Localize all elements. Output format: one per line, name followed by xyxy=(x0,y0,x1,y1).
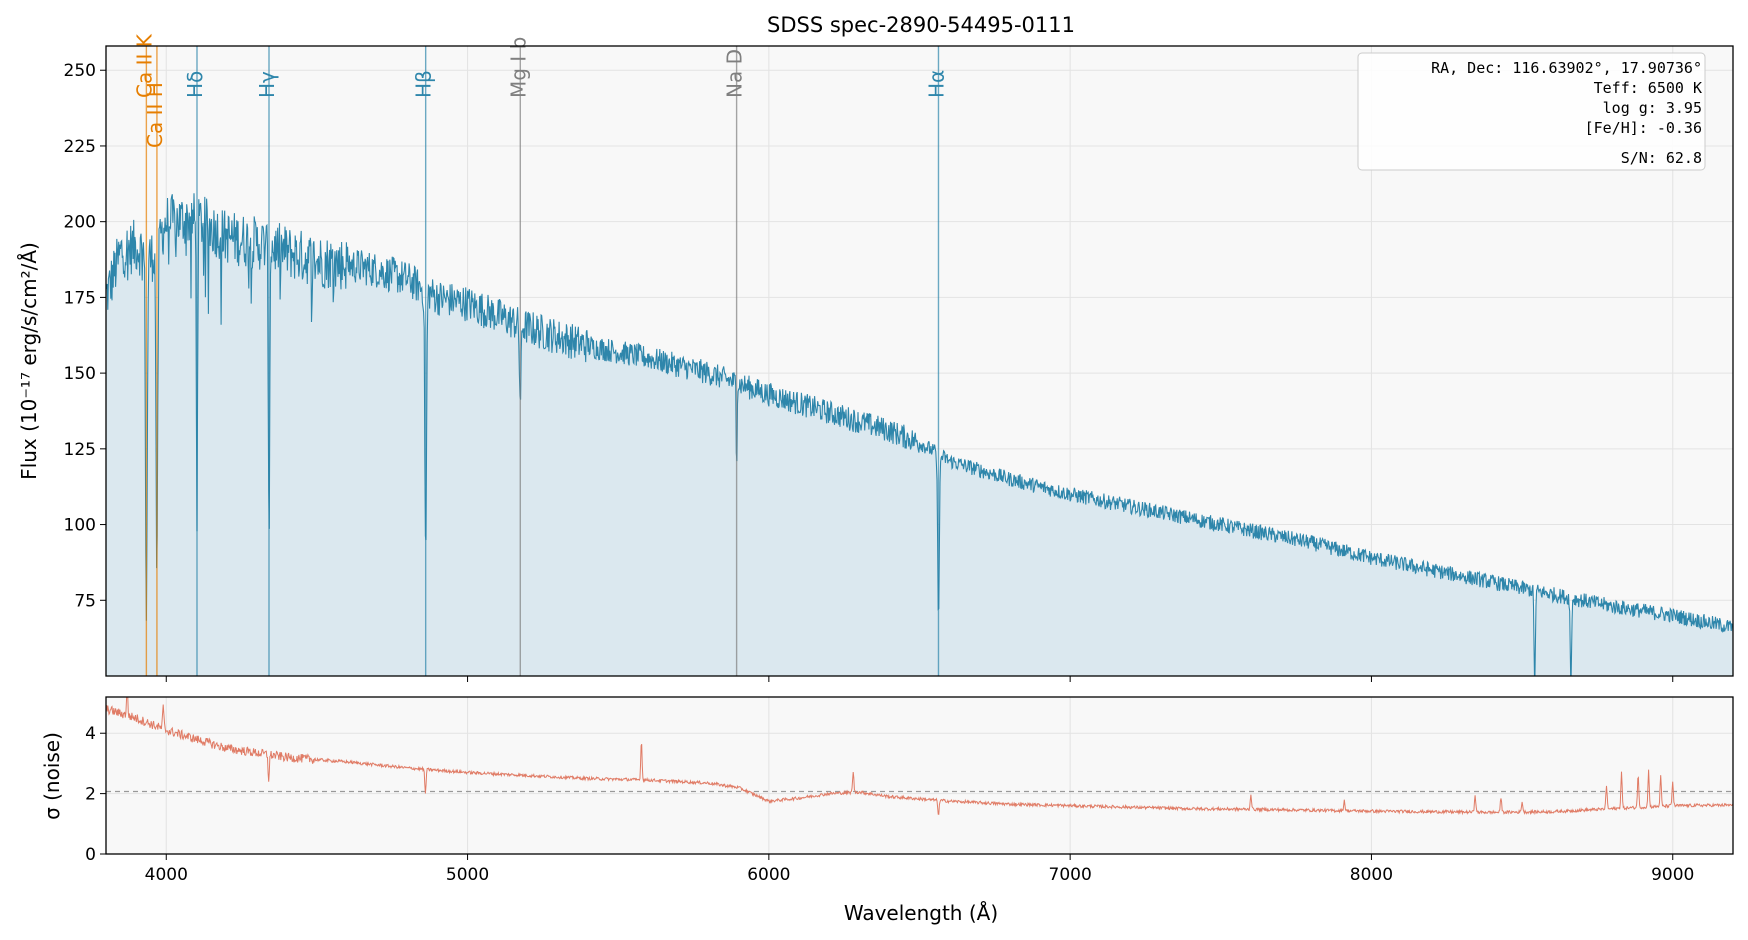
info-feh: [Fe/H]: -0.36 xyxy=(1585,119,1702,137)
noise-plot-area xyxy=(106,697,1733,816)
vline-label-h-7: Hα xyxy=(924,70,948,98)
noise-axis-ticks: 0 2 4 4000 5000 6000 7000 8000 9000 xyxy=(85,724,1694,885)
noise-ylabel: σ (noise) xyxy=(40,732,64,820)
x-tick-label-5000: 5000 xyxy=(446,865,489,885)
flux-ylabel: Flux (10⁻¹⁷ erg/s/cm²/Å) xyxy=(17,242,41,480)
noise-ytick-label-4: 4 xyxy=(85,724,96,744)
flux-plot-area xyxy=(106,193,1733,676)
info-box-frame xyxy=(1357,52,1706,171)
flux-line xyxy=(106,193,1733,676)
spectral-line-markers: Ca II KCa II H Hδ Hγ Hβ Mg I b Na D Hα xyxy=(132,33,948,676)
info-logg: log g: 3.95 xyxy=(1603,99,1702,117)
vline-label-mg-i-b-5: Mg I b xyxy=(506,37,530,98)
info-snr: S/N: 62.8 xyxy=(1621,149,1702,167)
x-tick-label-4000: 4000 xyxy=(145,865,188,885)
x-tick-label-9000: 9000 xyxy=(1651,865,1694,885)
x-axis-label: Wavelength (Å) xyxy=(844,901,998,925)
vline-label-ca-ii-h-1: Ca II H xyxy=(143,82,167,148)
flux-ytick-label-75: 75 xyxy=(74,591,96,611)
noise-panel-frame xyxy=(105,696,1734,855)
info-radec: RA, Dec: 116.63902°, 17.90736° xyxy=(1431,59,1702,77)
noise-panel-background xyxy=(106,697,1733,854)
stellar-parameters-box: RA, Dec: 116.63902°, 17.90736° Teff: 650… xyxy=(1357,52,1706,171)
flux-ytick-label-150: 150 xyxy=(64,364,96,384)
flux-ytick-label-100: 100 xyxy=(64,516,96,536)
noise-ytick-label-0: 0 xyxy=(85,845,96,865)
vline-label-h-4: Hβ xyxy=(412,70,436,98)
flux-panel: Ca II KCa II H Hδ Hγ Hβ Mg I b Na D Hα 75 100 12… xyxy=(17,33,1734,682)
flux-ytick-label-250: 250 xyxy=(64,61,96,81)
flux-ytick-label-225: 225 xyxy=(64,137,96,157)
vline-label-h-2: Hδ xyxy=(183,71,207,98)
figure-title: SDSS spec-2890-54495-0111 xyxy=(767,13,1075,37)
vline-label-na-d-6: Na D xyxy=(723,49,747,98)
flux-panel-frame xyxy=(105,45,1734,677)
flux-axis-ticks: 75 100 125 150 175 200 225 250 xyxy=(64,61,1674,682)
noise-ytick-label-2: 2 xyxy=(85,785,96,805)
flux-ytick-label-125: 125 xyxy=(64,440,96,460)
flux-ytick-label-175: 175 xyxy=(64,288,96,308)
noise-panel: 0 2 4 4000 5000 6000 7000 8000 9000 σ (noise) xyxy=(40,696,1734,885)
flux-ytick-label-200: 200 xyxy=(64,213,96,233)
x-tick-label-7000: 7000 xyxy=(1049,865,1092,885)
x-tick-label-8000: 8000 xyxy=(1350,865,1393,885)
vline-label-h-3: Hγ xyxy=(255,71,279,98)
noise-line xyxy=(106,697,1733,816)
x-tick-label-6000: 6000 xyxy=(747,865,790,885)
info-teff: Teff: 6500 K xyxy=(1594,79,1702,97)
vline-label-ca-ii-k-0: Ca II K xyxy=(132,33,156,98)
